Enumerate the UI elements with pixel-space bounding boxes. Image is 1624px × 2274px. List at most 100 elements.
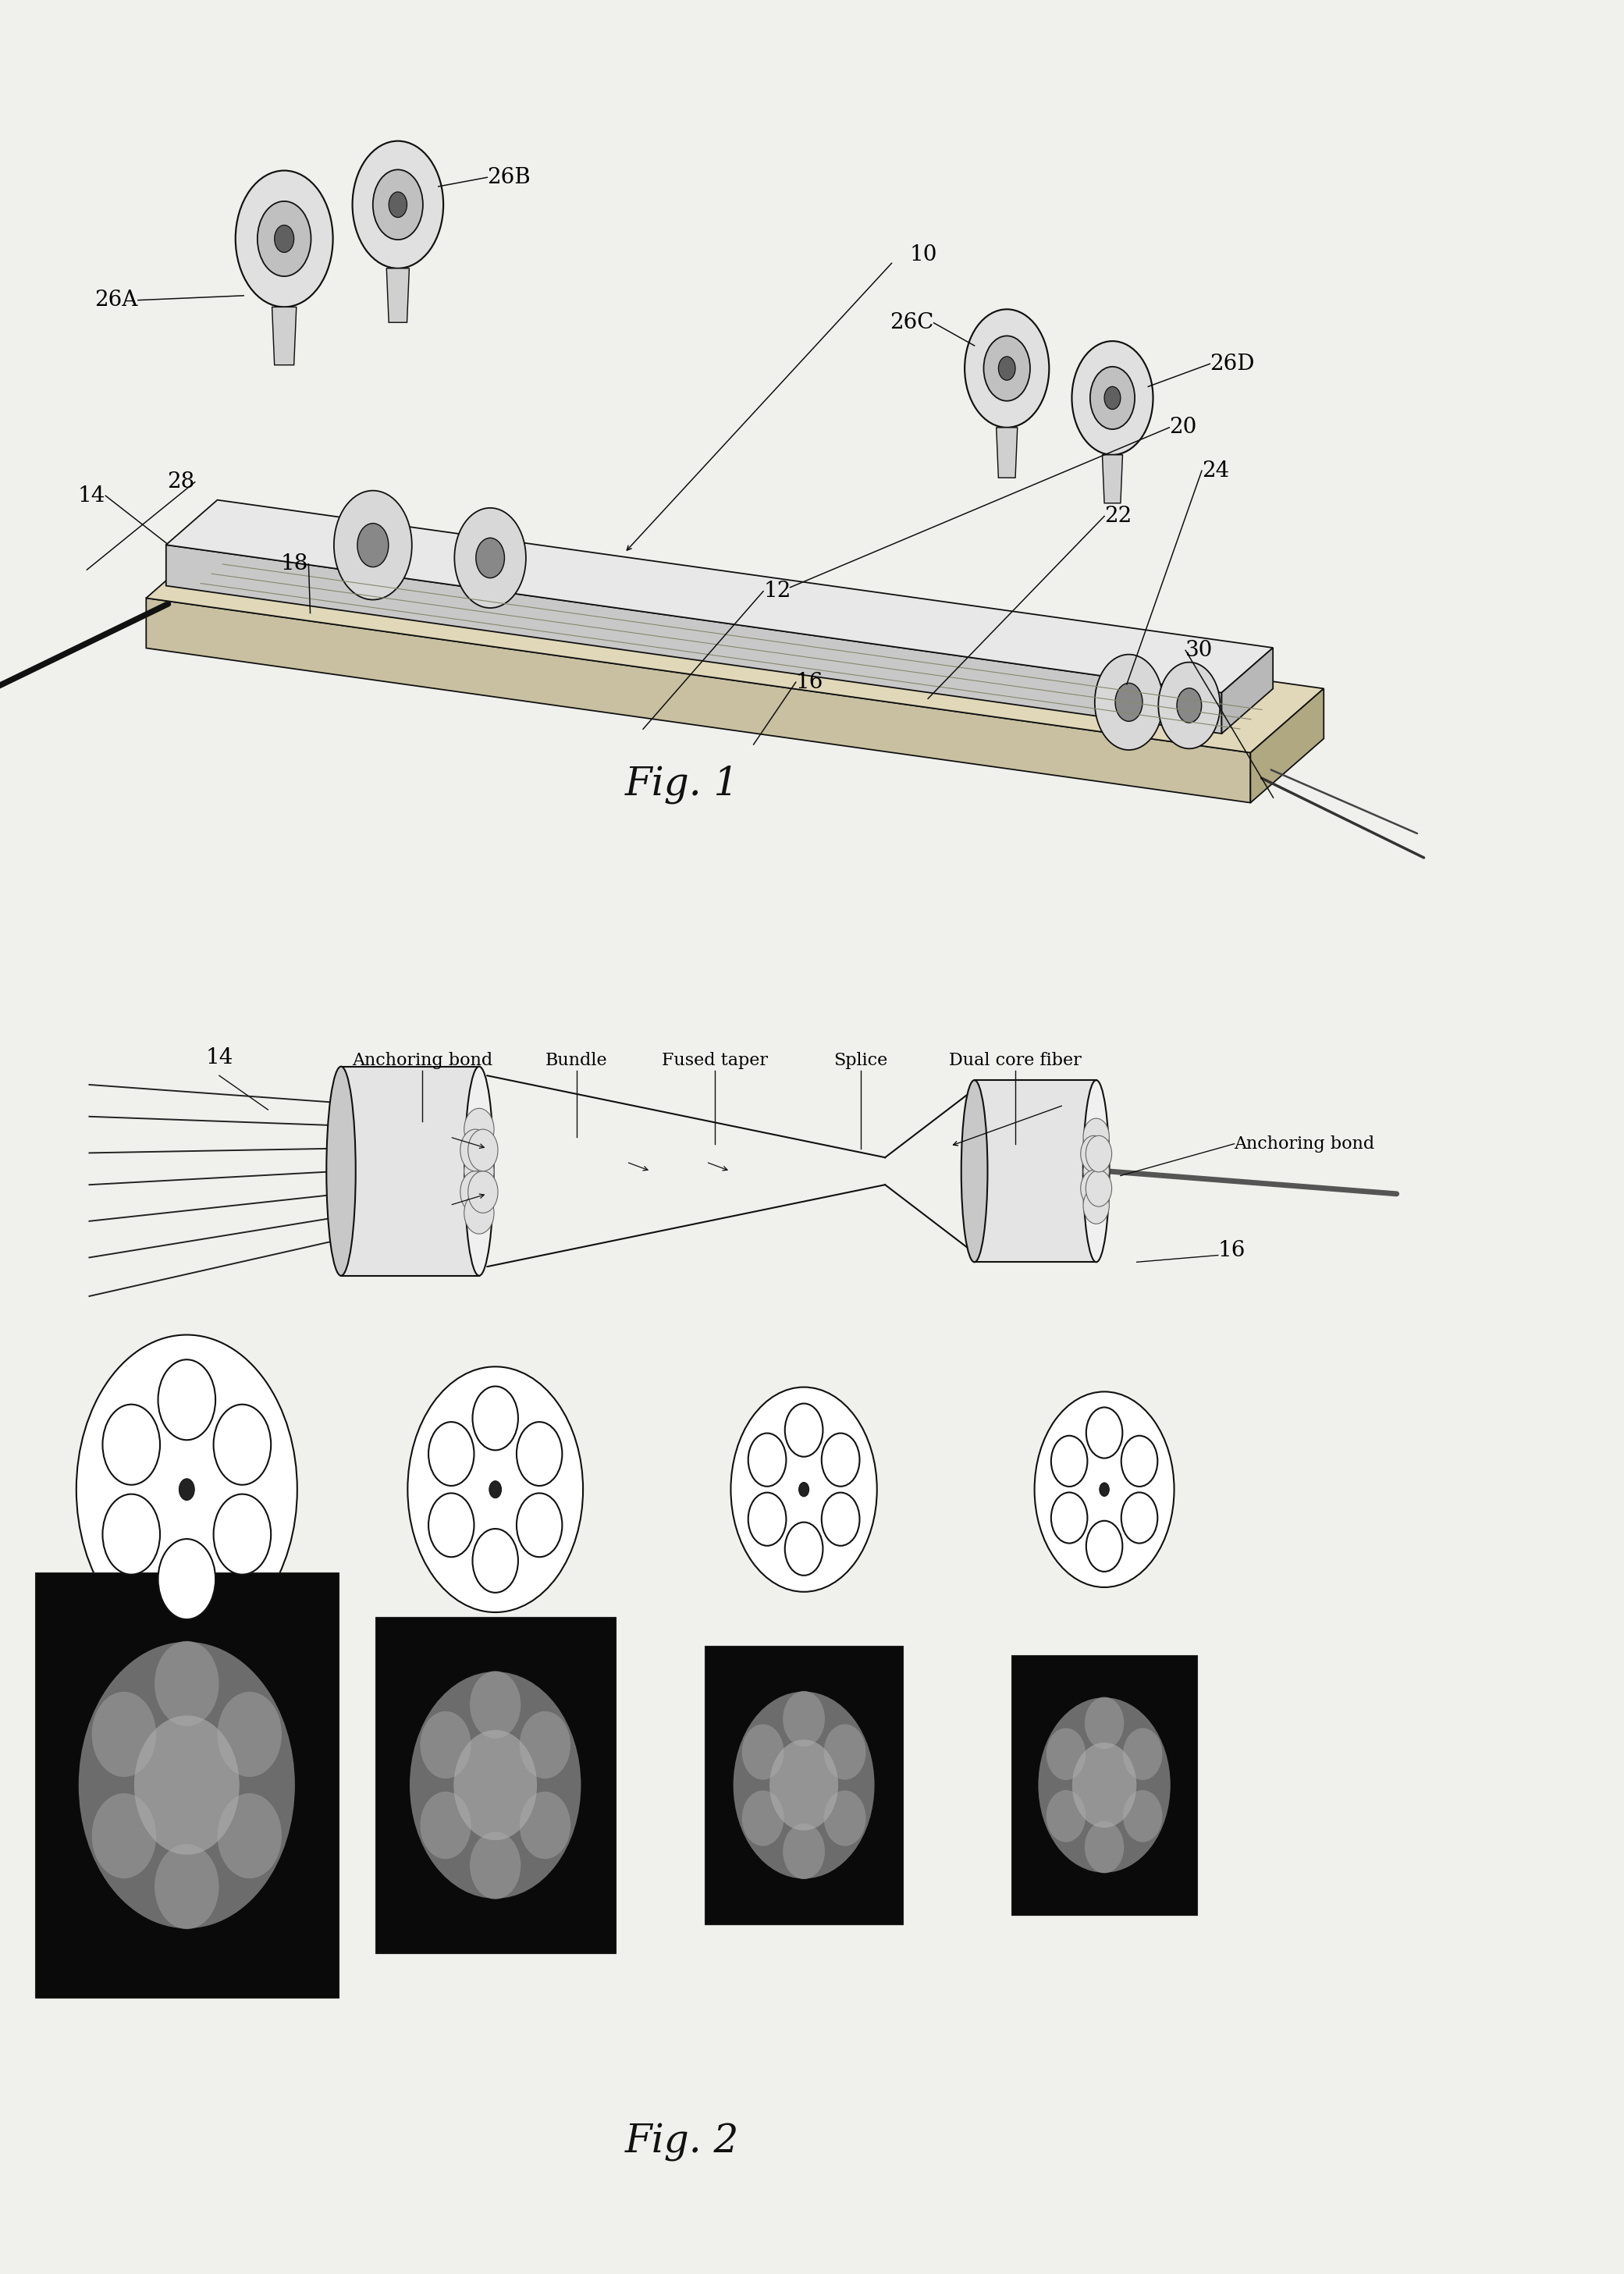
Circle shape: [179, 1478, 195, 1501]
Ellipse shape: [961, 1080, 987, 1262]
Text: Fused taper: Fused taper: [661, 1051, 768, 1069]
Ellipse shape: [1038, 1696, 1171, 1874]
Circle shape: [1121, 1492, 1158, 1544]
Circle shape: [1080, 1135, 1106, 1171]
Bar: [34, 1571, 339, 1999]
Ellipse shape: [823, 1724, 866, 1781]
Text: Anchoring bond: Anchoring bond: [352, 1051, 492, 1069]
Ellipse shape: [520, 1792, 570, 1858]
Text: Dual core fiber: Dual core fiber: [948, 1051, 1082, 1069]
Circle shape: [158, 1539, 216, 1619]
Text: Anchoring bond: Anchoring bond: [1234, 1135, 1376, 1153]
Circle shape: [274, 225, 294, 252]
Circle shape: [374, 171, 422, 239]
Ellipse shape: [409, 1671, 581, 1899]
Circle shape: [352, 141, 443, 268]
Circle shape: [213, 1494, 271, 1574]
Circle shape: [822, 1433, 859, 1487]
Polygon shape: [166, 546, 1221, 735]
Ellipse shape: [469, 1833, 521, 1899]
Polygon shape: [166, 500, 1273, 694]
Circle shape: [235, 171, 333, 307]
Polygon shape: [1221, 648, 1273, 735]
Text: 26C: 26C: [890, 312, 934, 334]
Circle shape: [460, 1171, 490, 1212]
Circle shape: [468, 1171, 499, 1212]
Circle shape: [1086, 1408, 1122, 1458]
Ellipse shape: [218, 1794, 281, 1878]
Ellipse shape: [218, 1692, 281, 1776]
Ellipse shape: [1046, 1728, 1085, 1781]
Circle shape: [1099, 1483, 1109, 1496]
Text: Fig. 2: Fig. 2: [625, 2124, 739, 2160]
Ellipse shape: [453, 1731, 538, 1840]
Circle shape: [102, 1405, 161, 1485]
Circle shape: [1051, 1492, 1088, 1544]
Text: 18: 18: [281, 553, 309, 575]
Ellipse shape: [154, 1844, 219, 1928]
Ellipse shape: [742, 1790, 784, 1846]
Text: 14: 14: [206, 1046, 232, 1069]
Bar: [341, 1067, 479, 1276]
Circle shape: [731, 1387, 877, 1592]
Ellipse shape: [1085, 1821, 1124, 1874]
Circle shape: [965, 309, 1049, 428]
Circle shape: [1090, 366, 1135, 430]
Ellipse shape: [1072, 1742, 1137, 1828]
Ellipse shape: [93, 1794, 156, 1878]
Circle shape: [1083, 1119, 1109, 1155]
Circle shape: [1083, 1187, 1109, 1223]
Text: 24: 24: [1202, 459, 1229, 482]
Text: 16: 16: [1218, 1239, 1246, 1262]
Text: 14: 14: [78, 484, 106, 507]
Ellipse shape: [783, 1692, 825, 1746]
Circle shape: [822, 1492, 859, 1546]
Ellipse shape: [520, 1712, 570, 1778]
Circle shape: [999, 357, 1015, 380]
Polygon shape: [1103, 455, 1122, 503]
Polygon shape: [387, 268, 409, 323]
Circle shape: [468, 1130, 499, 1171]
Circle shape: [784, 1521, 823, 1576]
Circle shape: [1072, 341, 1153, 455]
Circle shape: [158, 1360, 216, 1439]
Circle shape: [102, 1494, 161, 1574]
Circle shape: [799, 1483, 809, 1496]
Polygon shape: [997, 428, 1017, 478]
Ellipse shape: [135, 1715, 239, 1856]
Circle shape: [1116, 682, 1143, 721]
Ellipse shape: [1083, 1080, 1109, 1262]
Circle shape: [473, 1528, 518, 1592]
Circle shape: [76, 1335, 297, 1644]
Ellipse shape: [93, 1692, 156, 1776]
Circle shape: [1177, 689, 1202, 723]
Circle shape: [408, 1367, 583, 1612]
Circle shape: [464, 1107, 494, 1151]
Ellipse shape: [1124, 1790, 1163, 1842]
Circle shape: [1051, 1435, 1088, 1487]
Circle shape: [213, 1405, 271, 1485]
Ellipse shape: [783, 1824, 825, 1878]
Circle shape: [1121, 1435, 1158, 1487]
Text: Bundle: Bundle: [546, 1051, 607, 1069]
Circle shape: [335, 491, 412, 600]
Polygon shape: [1250, 689, 1324, 803]
Ellipse shape: [742, 1724, 784, 1781]
Ellipse shape: [421, 1792, 471, 1858]
Circle shape: [455, 507, 526, 607]
Text: 26A: 26A: [94, 289, 138, 312]
Ellipse shape: [78, 1642, 296, 1928]
Circle shape: [1086, 1135, 1112, 1171]
Circle shape: [749, 1492, 786, 1546]
Text: Fig. 1: Fig. 1: [625, 766, 739, 803]
Text: 26D: 26D: [1210, 352, 1255, 375]
Circle shape: [476, 539, 505, 578]
Ellipse shape: [1124, 1728, 1163, 1781]
Ellipse shape: [734, 1692, 874, 1878]
Text: 22: 22: [1104, 505, 1132, 528]
Text: 20: 20: [1169, 416, 1197, 439]
Text: Splice: Splice: [833, 1051, 888, 1069]
Circle shape: [460, 1130, 490, 1171]
Circle shape: [429, 1421, 474, 1485]
Circle shape: [357, 523, 388, 566]
